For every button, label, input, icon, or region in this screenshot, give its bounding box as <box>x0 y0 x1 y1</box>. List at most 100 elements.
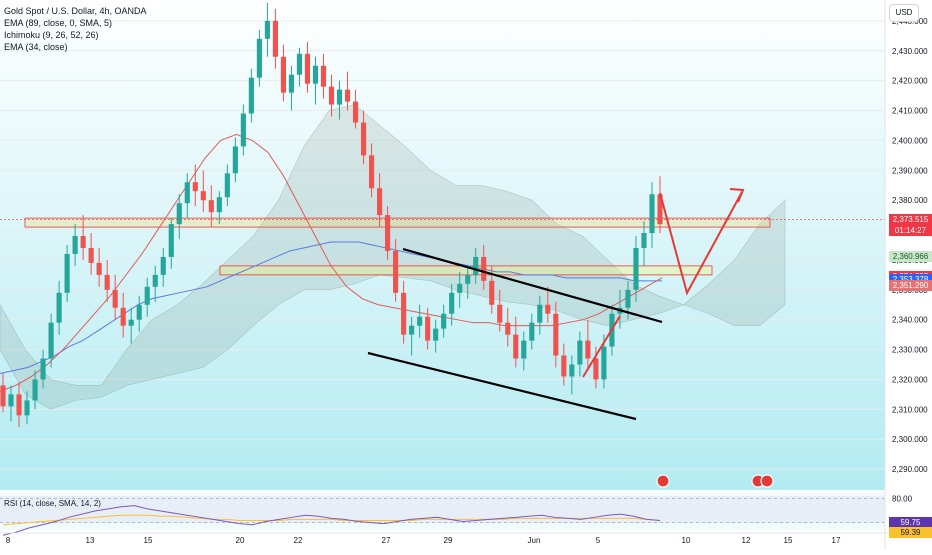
price-tag: 2,351.290 <box>889 279 932 291</box>
candle-body <box>649 194 655 234</box>
candle-body <box>232 146 238 174</box>
candle-body <box>72 236 78 254</box>
candle-body <box>569 364 575 377</box>
candle-body <box>96 262 102 275</box>
candle-body <box>24 400 30 416</box>
y-tick-label: 2,290.000 <box>892 465 928 474</box>
y-tick-label: 2,390.000 <box>892 166 928 175</box>
projection-up-line <box>582 315 621 378</box>
candle-body <box>352 101 359 123</box>
candle-body <box>304 53 311 84</box>
chart-legend: Gold Spot / U.S. Dollar, 4h, OANDA EMA (… <box>4 5 147 53</box>
candle-body <box>264 20 270 39</box>
candle-body <box>505 322 511 335</box>
currency-button[interactable]: USD <box>889 4 919 22</box>
candle-body <box>433 328 439 341</box>
rsi-value-tag: 59.39 <box>889 527 932 539</box>
economic-event-icon <box>656 474 670 488</box>
candle-body <box>312 65 319 84</box>
candle-body <box>104 274 110 290</box>
countdown-tag: 01:14:27 <box>889 224 932 236</box>
candle-body <box>553 313 559 356</box>
candle-body <box>216 197 222 213</box>
ichimoku-cloud <box>0 104 786 410</box>
candle-body <box>513 334 519 359</box>
candle-body <box>112 289 118 308</box>
candle-body <box>88 247 94 263</box>
candle-body <box>393 250 399 293</box>
x-tick-label: 12 <box>742 536 751 545</box>
price-tag: 2,373.515 <box>889 213 932 225</box>
projection-zigzag <box>659 191 743 296</box>
candle-body <box>152 274 158 287</box>
candle-body <box>168 224 174 257</box>
candle-body <box>401 292 407 335</box>
x-tick-label: 20 <box>236 536 245 545</box>
x-tick-label: 17 <box>832 536 841 545</box>
price-tag: 2,360.966 <box>889 251 932 263</box>
ema89-line <box>0 241 662 374</box>
candle-body <box>344 89 351 102</box>
legend-ema34: EMA (34, close) <box>4 42 68 52</box>
y-tick-label: 2,400.000 <box>892 136 928 145</box>
y-tick-label: 2,330.000 <box>892 346 928 355</box>
candle-body <box>200 191 206 201</box>
candle-body <box>288 74 295 93</box>
candle-body <box>417 316 423 326</box>
legend-title: Gold Spot / U.S. Dollar, 4h, OANDA <box>4 6 147 16</box>
candle-body <box>40 358 46 380</box>
candle-body <box>296 53 303 75</box>
rsi-panel <box>0 493 885 530</box>
y-tick-label: 2,320.000 <box>892 375 928 384</box>
y-tick-label: 2,430.000 <box>892 47 928 56</box>
candle-body <box>280 56 286 93</box>
x-tick-label: 8 <box>6 536 11 545</box>
candle-body <box>328 86 335 105</box>
candle-body <box>176 203 182 225</box>
x-tick-label: 10 <box>682 536 691 545</box>
candle-body <box>240 113 246 147</box>
rsi-tick-label: 80.00 <box>892 494 913 503</box>
candle-body <box>224 173 230 198</box>
x-tick-label: 27 <box>382 536 391 545</box>
candle-body <box>521 340 527 359</box>
candle-body <box>457 283 463 293</box>
candle-body <box>529 322 535 341</box>
candle-body <box>561 355 567 377</box>
candle-body <box>16 394 22 416</box>
ema34-line <box>0 133 663 392</box>
x-tick-label: 22 <box>294 536 303 545</box>
candle-body <box>256 38 262 78</box>
candle-body <box>192 182 198 192</box>
candle-body <box>585 340 591 359</box>
x-tick-label: 29 <box>444 536 453 545</box>
candle-body <box>208 200 214 213</box>
candle-body <box>272 20 278 57</box>
candle-body <box>128 319 134 326</box>
candle-body <box>449 292 455 314</box>
candle-body <box>120 307 126 326</box>
rsi-legend: RSI (14, close, SMA, 14, 2) <box>4 499 101 508</box>
x-tick-label: Jun <box>528 536 541 545</box>
y-tick-label: 2,310.000 <box>892 405 928 414</box>
resistance-zone <box>24 217 771 228</box>
price-tag: 2,353.378 <box>889 273 932 285</box>
y-tick-label: 2,380.000 <box>892 196 928 205</box>
candle-body <box>8 394 14 407</box>
y-tick-label: 2,410.000 <box>892 107 928 116</box>
candle-body <box>360 122 367 156</box>
candle-body <box>0 385 6 407</box>
candle-body <box>537 304 543 323</box>
x-tick-label: 5 <box>596 536 601 545</box>
candle-body <box>144 286 150 305</box>
x-tick-label: 15 <box>784 536 793 545</box>
candle-body <box>489 280 495 305</box>
y-tick-label: 2,300.000 <box>892 435 928 444</box>
y-tick-label: 2,420.000 <box>892 77 928 86</box>
rsi-line <box>2 505 661 536</box>
candle-body <box>657 194 663 225</box>
candle-body <box>48 322 54 359</box>
candle-body <box>336 89 343 105</box>
